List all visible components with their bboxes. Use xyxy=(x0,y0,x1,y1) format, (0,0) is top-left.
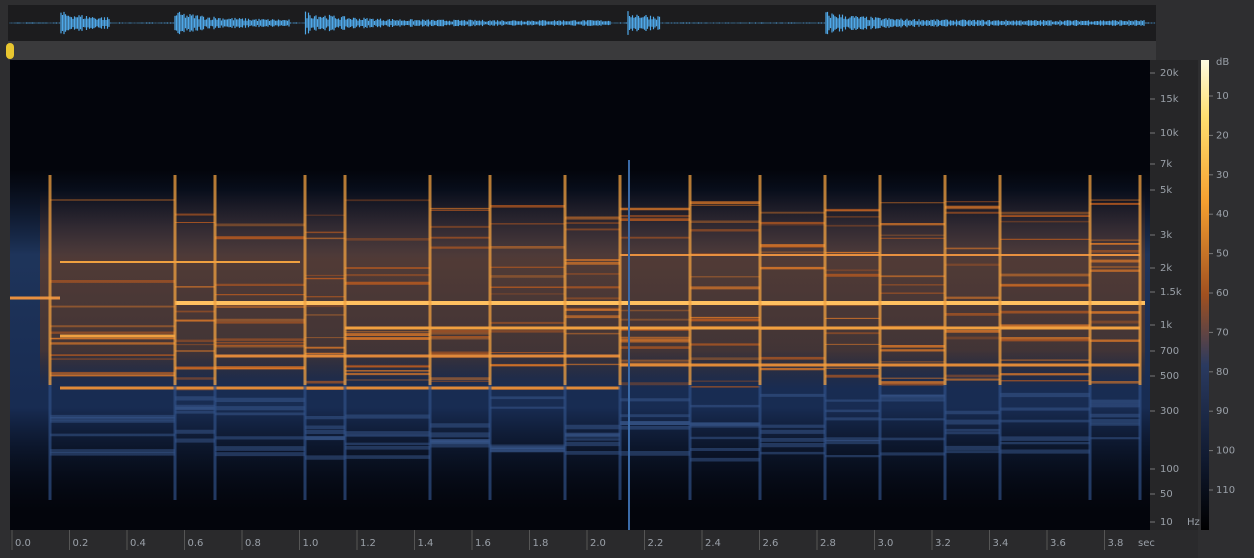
frequency-label: 300 xyxy=(1160,406,1179,417)
db-label: 10 xyxy=(1216,91,1229,102)
time-label: 3.2 xyxy=(935,538,951,549)
db-label: 70 xyxy=(1216,327,1229,338)
axis-labels: 20k 15k 10k 7k 5k 3k 2k 1.5k 1k 700 500 300 100 50 10 1… xyxy=(11,68,1235,550)
time-label: 2.4 xyxy=(705,538,721,549)
time-label: 3.6 xyxy=(1050,538,1066,549)
waveform xyxy=(9,11,1156,35)
time-label: 0.8 xyxy=(245,538,261,549)
frequency-label: 50 xyxy=(1160,489,1173,500)
spectrogram-detail xyxy=(10,160,1145,530)
db-label: 80 xyxy=(1216,367,1229,378)
time-label: 1.2 xyxy=(360,538,376,549)
frequency-label: 7k xyxy=(1160,159,1172,170)
time-label: 0.2 xyxy=(73,538,89,549)
frequency-label: 1.5k xyxy=(1160,287,1182,298)
frequency-label: 100 xyxy=(1160,464,1179,475)
time-label: 1.8 xyxy=(533,538,549,549)
db-label: 30 xyxy=(1216,170,1229,181)
time-label: 0.6 xyxy=(188,538,204,549)
color-bar xyxy=(1201,60,1209,530)
db-label: 20 xyxy=(1216,130,1229,141)
time-label: 1.4 xyxy=(418,538,434,549)
time-label: 3.0 xyxy=(878,538,894,549)
db-label: 90 xyxy=(1216,406,1229,417)
waveform-trace xyxy=(9,11,1156,35)
overview-strip xyxy=(8,41,1156,60)
time-ruler xyxy=(10,530,1198,558)
time-label: 1.0 xyxy=(303,538,319,549)
frequency-label: 15k xyxy=(1160,94,1179,105)
spectrogram-energy xyxy=(40,190,1145,390)
time-label: 3.4 xyxy=(993,538,1009,549)
frequency-unit: Hz xyxy=(1187,517,1200,528)
time-label: 3.8 xyxy=(1108,538,1124,549)
frequency-label: 20k xyxy=(1160,68,1179,79)
frequency-label: 5k xyxy=(1160,185,1172,196)
db-label: 60 xyxy=(1216,288,1229,299)
frequency-label: 3k xyxy=(1160,230,1172,241)
frequency-label: 10k xyxy=(1160,128,1179,139)
playhead-handle[interactable] xyxy=(6,43,14,59)
frequency-ruler xyxy=(1150,60,1198,530)
db-label: 110 xyxy=(1216,485,1235,496)
time-label: 0.0 xyxy=(15,538,31,549)
frequency-label: 700 xyxy=(1160,346,1179,357)
db-label: 100 xyxy=(1216,446,1235,457)
time-label: 0.4 xyxy=(130,538,146,549)
db-label: 50 xyxy=(1216,249,1229,260)
frequency-label: 2k xyxy=(1160,263,1172,274)
frequency-label: 500 xyxy=(1160,371,1179,382)
frequency-label: 1k xyxy=(1160,320,1172,331)
frequency-label: 10 xyxy=(1160,517,1173,528)
time-label: 2.0 xyxy=(590,538,606,549)
time-label: 2.2 xyxy=(648,538,664,549)
db-label: 40 xyxy=(1216,209,1229,220)
db-unit: dB xyxy=(1216,57,1229,68)
time-label: 1.6 xyxy=(475,538,491,549)
time-unit: sec xyxy=(1138,538,1155,549)
time-label: 2.8 xyxy=(820,538,836,549)
time-label: 2.6 xyxy=(763,538,779,549)
